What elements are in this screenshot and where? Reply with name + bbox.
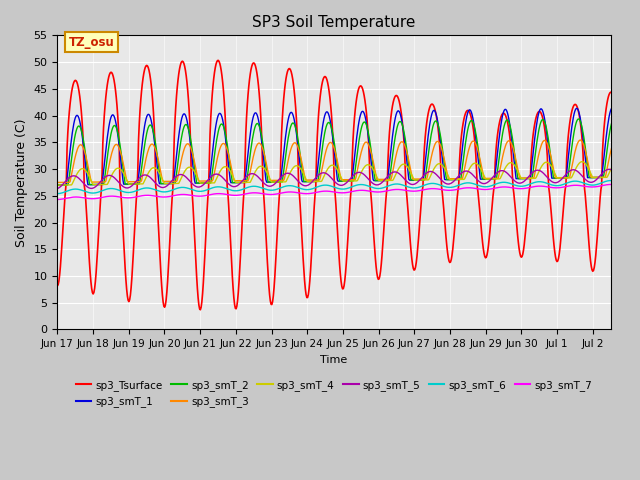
Text: TZ_osu: TZ_osu (68, 36, 114, 48)
sp3_Tsurface (255, 90, 263, 96)
sp3_smT_6 (434, 181, 442, 187)
sp3_smT_5 (225, 182, 233, 188)
sp3_smT_2 (275, 179, 283, 185)
sp3_smT_2 (225, 157, 233, 163)
sp3_Tsurface (227, 246, 235, 252)
sp3_smT_3 (275, 178, 283, 183)
sp3_Tsurface (214, 58, 222, 63)
X-axis label: Time: Time (321, 355, 348, 365)
sp3_smT_7 (254, 190, 262, 196)
sp3_smT_5 (120, 184, 128, 190)
Line: sp3_smT_4: sp3_smT_4 (58, 161, 628, 185)
sp3_smT_4 (402, 162, 410, 168)
sp3_smT_7 (54, 197, 61, 203)
Line: sp3_smT_5: sp3_smT_5 (58, 169, 628, 189)
sp3_Tsurface (435, 139, 443, 144)
Line: sp3_smT_2: sp3_smT_2 (58, 119, 628, 185)
sp3_smT_1 (254, 114, 262, 120)
sp3_smT_2 (254, 120, 262, 126)
Legend: sp3_Tsurface, sp3_smT_1, sp3_smT_2, sp3_smT_3, sp3_smT_4, sp3_smT_5, sp3_smT_6, : sp3_Tsurface, sp3_smT_1, sp3_smT_2, sp3_… (72, 376, 596, 411)
sp3_smT_5 (605, 167, 613, 172)
sp3_Tsurface (196, 307, 204, 312)
sp3_smT_1 (402, 149, 410, 155)
sp3_Tsurface (54, 283, 61, 288)
sp3_smT_3 (612, 137, 620, 143)
sp3_Tsurface (625, 283, 632, 288)
sp3_smT_1 (608, 105, 616, 111)
sp3_smT_7 (402, 188, 410, 193)
sp3_smT_3 (225, 155, 233, 161)
sp3_smT_4 (275, 179, 283, 185)
sp3_smT_6 (607, 178, 614, 183)
sp3_smT_5 (402, 178, 410, 183)
sp3_smT_4 (614, 158, 622, 164)
sp3_smT_3 (434, 139, 442, 144)
sp3_smT_1 (120, 181, 128, 187)
sp3_smT_1 (434, 120, 442, 125)
sp3_smT_7 (225, 192, 233, 198)
sp3_smT_5 (254, 174, 262, 180)
sp3_smT_2 (402, 140, 410, 146)
sp3_smT_2 (120, 176, 128, 181)
sp3_smT_1 (225, 170, 233, 176)
sp3_smT_5 (275, 176, 283, 182)
sp3_smT_6 (120, 189, 128, 195)
sp3_smT_1 (275, 179, 283, 185)
sp3_smT_7 (607, 181, 615, 187)
Y-axis label: Soil Temperature (C): Soil Temperature (C) (15, 118, 28, 247)
sp3_smT_4 (434, 161, 442, 167)
sp3_smT_4 (254, 165, 262, 171)
sp3_smT_6 (225, 187, 233, 192)
sp3_smT_7 (120, 195, 128, 201)
sp3_smT_6 (275, 186, 283, 192)
sp3_smT_4 (225, 167, 233, 173)
sp3_smT_6 (625, 181, 632, 187)
sp3_smT_4 (120, 172, 128, 178)
sp3_Tsurface (120, 252, 128, 258)
sp3_smT_3 (402, 146, 410, 152)
sp3_smT_1 (54, 182, 61, 188)
sp3_Tsurface (403, 199, 411, 205)
sp3_smT_2 (611, 116, 618, 121)
sp3_smT_1 (625, 174, 632, 180)
sp3_smT_3 (54, 180, 61, 185)
sp3_smT_5 (625, 179, 632, 184)
Line: sp3_smT_1: sp3_smT_1 (58, 108, 628, 185)
sp3_Tsurface (277, 156, 285, 161)
sp3_smT_2 (434, 121, 442, 127)
sp3_smT_6 (54, 191, 61, 196)
sp3_smT_4 (54, 182, 61, 188)
sp3_smT_3 (625, 174, 632, 180)
sp3_smT_5 (434, 173, 442, 179)
sp3_smT_7 (434, 186, 442, 192)
sp3_smT_3 (120, 166, 128, 172)
Title: SP3 Soil Temperature: SP3 Soil Temperature (252, 15, 416, 30)
sp3_smT_2 (54, 182, 61, 188)
Line: sp3_smT_6: sp3_smT_6 (58, 180, 628, 193)
sp3_smT_3 (254, 141, 262, 147)
sp3_smT_7 (625, 183, 632, 189)
sp3_smT_7 (275, 191, 283, 196)
Line: sp3_Tsurface: sp3_Tsurface (58, 60, 628, 310)
sp3_smT_6 (402, 183, 410, 189)
sp3_smT_2 (625, 174, 632, 180)
sp3_smT_5 (54, 186, 61, 192)
Line: sp3_smT_7: sp3_smT_7 (58, 184, 628, 200)
Line: sp3_smT_3: sp3_smT_3 (58, 140, 628, 182)
sp3_smT_4 (625, 174, 632, 180)
sp3_smT_6 (254, 184, 262, 190)
